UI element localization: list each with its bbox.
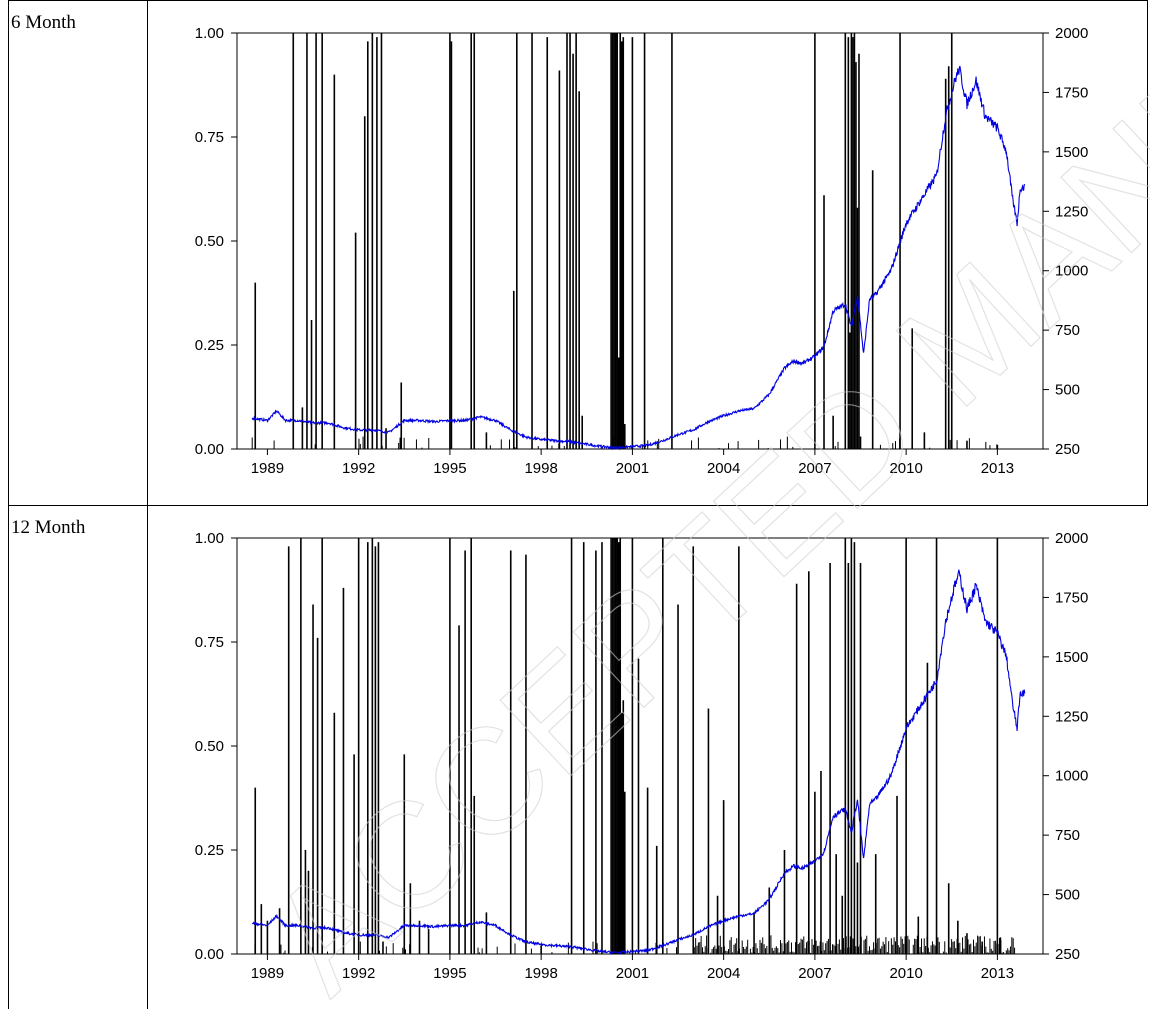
x-tick-label: 2004	[707, 965, 740, 982]
y-left-tick-label: 1.00	[195, 25, 224, 42]
x-tick-label: 1998	[524, 460, 557, 477]
price-series-line	[251, 569, 1026, 956]
table-top-border	[8, 0, 1148, 1]
y-left-tick-label: 0.25	[195, 337, 224, 354]
y-left-tick-label: 0.00	[195, 946, 224, 963]
x-tick-label: 1998	[524, 965, 557, 982]
x-tick-label: 2013	[981, 965, 1014, 982]
y-right-tick-label: 1750	[1055, 589, 1088, 606]
y-right-tick-label: 2000	[1055, 25, 1088, 42]
y-right-tick-label: 1500	[1055, 649, 1088, 666]
y-left-tick-label: 0.25	[195, 842, 224, 859]
x-tick-label: 2007	[798, 965, 831, 982]
table-left-border	[8, 0, 9, 1009]
y-right-tick-label: 500	[1055, 382, 1080, 399]
plot-frame	[236, 32, 1044, 450]
x-tick-label: 2010	[889, 965, 922, 982]
x-tick-label: 2007	[798, 460, 831, 477]
y-right-tick-label: 1250	[1055, 708, 1088, 725]
x-tick-label: 2010	[889, 460, 922, 477]
y-left-tick-label: 0.50	[195, 233, 224, 250]
chart-0: 0.00 0.25 0.50 0.75 1.00 250 500 750 1000 1250 150…	[195, 25, 1089, 477]
y-right-tick-label: 250	[1055, 946, 1080, 963]
table-right-border	[1147, 0, 1148, 505]
y-right-tick-label: 2000	[1055, 530, 1088, 547]
y-right-tick-label: 250	[1055, 441, 1080, 458]
y-right-tick-label: 750	[1055, 322, 1080, 339]
y-right-tick-label: 750	[1055, 827, 1080, 844]
y-left-tick-label: 1.00	[195, 530, 224, 547]
x-tick-label: 1989	[251, 965, 284, 982]
y-left-tick-label: 0.50	[195, 738, 224, 755]
y-right-tick-label: 500	[1055, 887, 1080, 904]
x-tick-label: 1995	[433, 460, 466, 477]
y-right-tick-label: 1000	[1055, 263, 1088, 280]
price-series-line	[251, 65, 1026, 451]
row-label-6-month: 6 Month	[11, 12, 76, 33]
chart-1: 0.00 0.25 0.50 0.75 1.00 250 500 750 1000 1250 150…	[195, 530, 1089, 982]
table-column-divider	[147, 0, 148, 1009]
y-left-tick-label: 0.00	[195, 441, 224, 458]
row-label-12-month: 12 Month	[11, 517, 86, 538]
x-tick-label: 2004	[707, 460, 740, 477]
x-tick-label: 2013	[981, 460, 1014, 477]
y-right-tick-label: 1250	[1055, 203, 1088, 220]
y-right-tick-label: 1000	[1055, 768, 1088, 785]
x-tick-label: 1992	[342, 460, 375, 477]
x-tick-label: 2001	[616, 965, 649, 982]
y-right-tick-label: 1500	[1055, 144, 1088, 161]
y-left-tick-label: 0.75	[195, 634, 224, 651]
x-tick-label: 1989	[251, 460, 284, 477]
y-right-tick-label: 1750	[1055, 84, 1088, 101]
probability-series	[251, 33, 999, 449]
x-tick-label: 1995	[433, 965, 466, 982]
x-tick-label: 2001	[616, 460, 649, 477]
y-left-tick-label: 0.75	[195, 129, 224, 146]
probability-series	[254, 538, 1016, 954]
table-row-divider	[8, 505, 1148, 506]
figure-table: 6 Month 12 Month	[8, 0, 1148, 1009]
x-tick-label: 1992	[342, 965, 375, 982]
